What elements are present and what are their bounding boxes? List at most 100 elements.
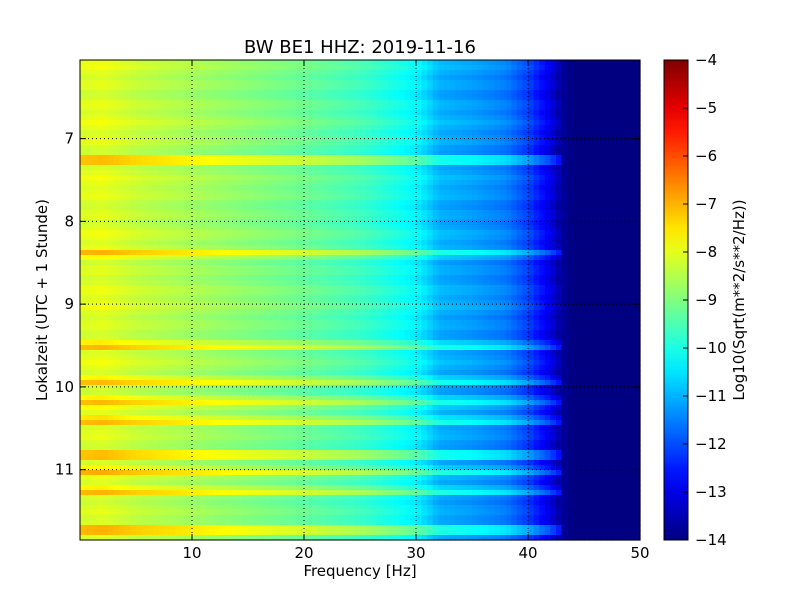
heatmap-cell: [248, 260, 255, 266]
heatmap-cell: [85, 145, 92, 151]
heatmap-cell: [511, 110, 518, 116]
heatmap-cell: [259, 210, 266, 216]
heatmap-cell: [152, 175, 159, 181]
heatmap-cell: [533, 290, 540, 296]
heatmap-cell: [220, 220, 227, 226]
heatmap-cell: [309, 165, 316, 171]
heatmap-cell: [113, 290, 120, 296]
heatmap-cell: [539, 185, 546, 191]
heatmap-cell: [567, 140, 574, 146]
heatmap-cell: [561, 285, 568, 291]
heatmap-cell: [80, 115, 87, 121]
heatmap-cell: [80, 245, 87, 251]
heatmap-cell: [113, 160, 120, 166]
heatmap-cell: [595, 195, 602, 201]
heatmap-cell: [500, 200, 507, 206]
heatmap-cell: [376, 255, 383, 261]
heatmap-cell: [393, 275, 400, 281]
heatmap-cell: [147, 215, 154, 221]
heatmap-cell: [617, 175, 624, 181]
heatmap-cell: [203, 285, 210, 291]
heatmap-cell: [606, 210, 613, 216]
heatmap-cell: [382, 260, 389, 266]
heatmap-cell: [421, 200, 428, 206]
heatmap-cell: [298, 295, 305, 301]
heatmap-cell: [628, 250, 635, 256]
heatmap-cell: [320, 295, 327, 301]
heatmap-cell: [332, 160, 339, 166]
heatmap-cell: [124, 115, 131, 121]
heatmap-cell: [259, 250, 266, 256]
heatmap-cell: [197, 95, 204, 101]
heatmap-cell: [124, 245, 131, 251]
heatmap-cell: [628, 140, 635, 146]
heatmap-cell: [477, 95, 484, 101]
heatmap-cell: [600, 220, 607, 226]
heatmap-cell: [320, 145, 327, 151]
heatmap-cell: [343, 210, 350, 216]
heatmap-cell: [220, 245, 227, 251]
heatmap-cell: [578, 240, 585, 246]
heatmap-cell: [421, 165, 428, 171]
heatmap-cell: [483, 160, 490, 166]
heatmap-cell: [449, 225, 456, 231]
heatmap-cell: [505, 265, 512, 271]
heatmap-cell: [589, 60, 596, 66]
heatmap-cell: [281, 70, 288, 76]
heatmap-cell: [91, 195, 98, 201]
heatmap-cell: [164, 240, 171, 246]
heatmap-cell: [175, 205, 182, 211]
heatmap-cell: [124, 155, 131, 161]
heatmap-cell: [628, 245, 635, 251]
heatmap-cell: [113, 250, 120, 256]
heatmap-cell: [102, 180, 109, 186]
heatmap-cell: [85, 285, 92, 291]
heatmap-cell: [516, 255, 523, 261]
heatmap-cell: [427, 65, 434, 71]
heatmap-cell: [298, 80, 305, 86]
heatmap-cell: [416, 240, 423, 246]
heatmap-cell: [388, 230, 395, 236]
heatmap-cell: [572, 205, 579, 211]
heatmap-cell: [623, 185, 630, 191]
heatmap-cell: [595, 90, 602, 96]
heatmap-cell: [91, 120, 98, 126]
heatmap-cell: [225, 130, 232, 136]
heatmap-cell: [589, 210, 596, 216]
heatmap-cell: [556, 215, 563, 221]
heatmap-cell: [348, 305, 355, 311]
heatmap-cell: [444, 220, 451, 226]
heatmap-cell: [511, 220, 518, 226]
heatmap-cell: [494, 170, 501, 176]
heatmap-cell: [91, 220, 98, 226]
heatmap-cell: [516, 130, 523, 136]
heatmap-cell: [528, 225, 535, 231]
heatmap-cell: [259, 240, 266, 246]
heatmap-cell: [578, 230, 585, 236]
heatmap-cell: [544, 85, 551, 91]
heatmap-cell: [421, 195, 428, 201]
heatmap-cell: [264, 105, 271, 111]
heatmap-cell: [472, 295, 479, 301]
heatmap-cell: [533, 150, 540, 156]
heatmap-cell: [528, 280, 535, 286]
heatmap-cell: [589, 230, 596, 236]
heatmap-cell: [365, 185, 372, 191]
heatmap-cell: [572, 280, 579, 286]
heatmap-cell: [180, 135, 187, 141]
heatmap-cell: [494, 220, 501, 226]
heatmap-cell: [578, 85, 585, 91]
heatmap-cell: [270, 120, 277, 126]
heatmap-cell: [516, 80, 523, 86]
heatmap-cell: [427, 70, 434, 76]
heatmap-cell: [248, 255, 255, 261]
heatmap-cell: [623, 290, 630, 296]
heatmap-cell: [382, 175, 389, 181]
heatmap-cell: [259, 285, 266, 291]
heatmap-cell: [169, 190, 176, 196]
heatmap-cell: [455, 85, 462, 91]
heatmap-cell: [354, 135, 361, 141]
heatmap-cell: [175, 170, 182, 176]
heatmap-cell: [214, 220, 221, 226]
heatmap-cell: [96, 280, 103, 286]
